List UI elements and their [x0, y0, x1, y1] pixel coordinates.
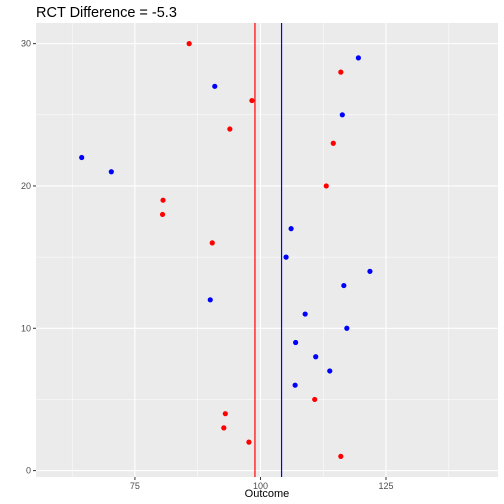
- data-point: [212, 83, 218, 89]
- data-point: [323, 183, 329, 189]
- y-tick-label: 30: [21, 39, 31, 49]
- data-point: [249, 97, 255, 104]
- data-point: [341, 282, 347, 289]
- data-point: [222, 411, 228, 417]
- data-point: [108, 169, 114, 175]
- data-point: [246, 439, 252, 445]
- data-point: [302, 311, 308, 317]
- data-point: [292, 382, 298, 388]
- data-point: [207, 297, 213, 303]
- data-point: [159, 211, 166, 218]
- data-point: [339, 112, 345, 118]
- data-point: [79, 154, 85, 161]
- data-point: [288, 226, 294, 232]
- data-point: [330, 140, 336, 146]
- y-tick-label: 10: [21, 323, 31, 333]
- y-axis: 0 10 20 30: [21, 39, 36, 476]
- grid-layer: [36, 23, 498, 477]
- data-point: [344, 325, 350, 331]
- x-tick-label: 125: [378, 481, 393, 491]
- data-point: [160, 197, 166, 203]
- x-tick-label: 75: [130, 481, 140, 491]
- data-point: [338, 453, 344, 459]
- plot-panel: [36, 23, 498, 477]
- data-point: [367, 268, 373, 274]
- data-point: [312, 396, 318, 403]
- x-tick-label: 100: [253, 481, 268, 491]
- data-point: [186, 41, 192, 47]
- x-axis-title: Outcome: [245, 488, 290, 500]
- x-axis: 75 100 125: [130, 477, 394, 491]
- data-point: [313, 354, 319, 360]
- data-point: [355, 55, 361, 61]
- data-point: [283, 254, 289, 260]
- reference-lines: [254, 23, 283, 477]
- data-point: [293, 339, 299, 346]
- y-tick-label: 0: [26, 466, 31, 476]
- data-point: [338, 69, 344, 75]
- y-tick-label: 20: [21, 181, 31, 191]
- data-point: [327, 368, 333, 374]
- data-point: [227, 126, 233, 132]
- data-point: [221, 425, 227, 431]
- points-layer: [79, 41, 373, 459]
- chart-title: RCT Difference = -5.3: [36, 5, 177, 21]
- data-point: [209, 240, 215, 246]
